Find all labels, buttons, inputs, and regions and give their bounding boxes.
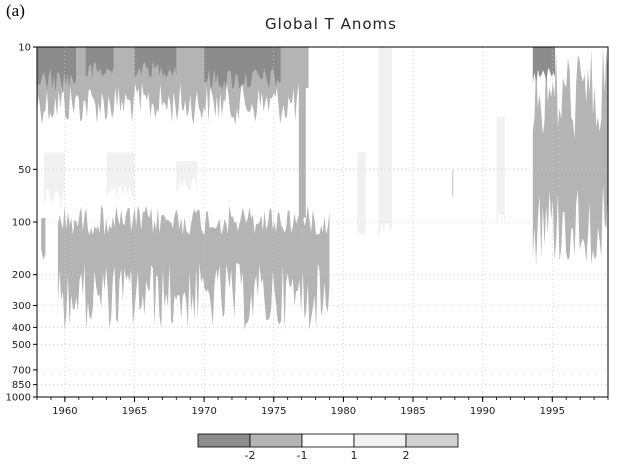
y-tick-label-7: 700 <box>12 365 31 376</box>
x-tick-label-3: 1975 <box>261 406 286 417</box>
y-tick-label-9: 1000 <box>6 393 31 404</box>
x-tick-label-5: 1985 <box>400 406 425 417</box>
region-le_m2-9 <box>532 47 556 85</box>
y-tick-label-1: 50 <box>18 165 31 176</box>
y-tick-label-6: 500 <box>12 340 31 351</box>
colorbar-label-1: -1 <box>297 449 308 462</box>
x-tick-label-2: 1970 <box>191 406 216 417</box>
x-tick-label-4: 1980 <box>331 406 356 417</box>
y-tick-label-3: 200 <box>12 270 31 281</box>
region-1_2-13 <box>357 152 366 235</box>
y-tick-label-4: 300 <box>12 301 31 312</box>
colorbar-swatch-le_m2 <box>197 433 251 448</box>
region-1_2-14 <box>378 47 393 240</box>
region-le_m2-3 <box>134 47 177 78</box>
panel-label: (a) <box>6 1 25 20</box>
colorbar-swatch-ge_2 <box>405 433 459 448</box>
colorbar-swatch-1_2 <box>353 433 407 448</box>
region-m2_m1-6 <box>57 205 330 331</box>
region-m2_m1-7 <box>298 47 306 235</box>
region-le_m2-1 <box>37 47 76 92</box>
colorbar-label-3: 2 <box>403 449 410 462</box>
colorbar-swatch-m1_1 <box>301 433 355 448</box>
region-ge_2-16 <box>452 169 454 199</box>
region-1_2-10 <box>44 152 65 211</box>
y-tick-label-5: 400 <box>12 323 31 334</box>
colorbar-swatch-m2_m1 <box>249 433 303 448</box>
region-le_m2-2 <box>85 47 114 78</box>
x-tick-label-7: 1995 <box>540 406 565 417</box>
chart-title: Global T Anoms <box>265 15 397 33</box>
x-tick-label-6: 1990 <box>470 406 495 417</box>
region-m2_m1-8 <box>532 48 608 266</box>
region-1_2-11 <box>106 152 135 200</box>
y-tick-label-2: 100 <box>12 218 31 229</box>
colorbar: -2 -1 1 2 <box>197 433 459 462</box>
x-tick-label-1: 1965 <box>122 406 147 417</box>
y-tick-label-0: 10 <box>18 43 31 54</box>
colorbar-label-0: -2 <box>245 449 256 462</box>
colorbar-label-2: 1 <box>351 449 358 462</box>
shaded-regions <box>37 47 608 331</box>
region-1_2-15 <box>496 116 505 226</box>
y-tick-label-8: 850 <box>12 380 31 391</box>
region-m2_m1-5 <box>41 218 46 260</box>
x-tick-label-0: 1960 <box>52 406 77 417</box>
region-le_m2-4 <box>204 47 281 91</box>
plot-area: 1960 1965 1970 1975 1980 1985 1990 1995 10 50 100 2… <box>6 43 609 417</box>
